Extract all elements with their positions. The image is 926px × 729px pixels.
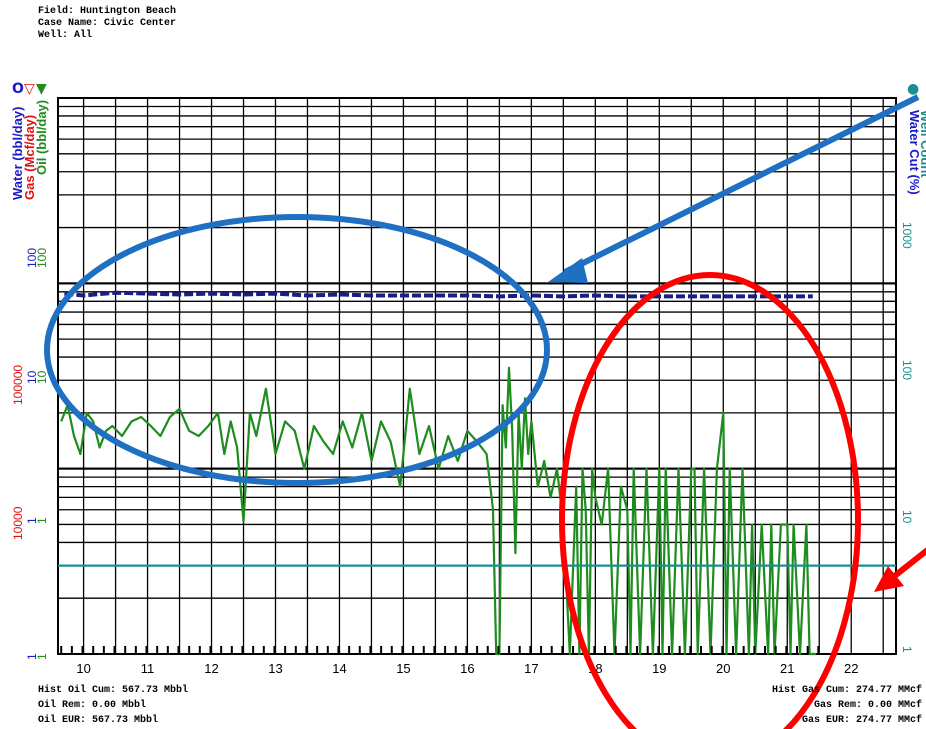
footer-gas-rem: Gas Rem: 0.00 MMcf xyxy=(813,700,922,711)
left-axis-label-oil: Oil (bbl/day) xyxy=(34,100,49,175)
red-annotation-ellipse xyxy=(559,272,861,729)
header-case-name: Case Name: Civic Center xyxy=(38,18,177,29)
horizontal-gridlines xyxy=(58,97,896,655)
footer-oil-eur: Oil EUR: 567.73 Mbbl xyxy=(38,715,159,726)
vertical-gridlines xyxy=(82,98,884,654)
x-tick-label: 12 xyxy=(204,661,218,676)
series-line-water-series xyxy=(64,290,813,299)
left-tick-blue-1: 10 xyxy=(25,370,39,384)
right-axis-label-well-count: Well Count xyxy=(918,110,926,178)
x-tick-label: 22 xyxy=(844,661,858,676)
x-tick-label: 17 xyxy=(524,661,538,676)
footer-oil-cum: Hist Oil Cum: 567.73 Mbbl xyxy=(38,685,189,696)
right-axis-label-water-cut: Water Cut (%) xyxy=(907,110,922,195)
left-tick-blue-2: 1 xyxy=(25,517,39,524)
footer-oil-rem: Oil Rem: 0.00 Mbbl xyxy=(38,700,147,711)
x-tick-labels: 10 11 12 13 14 15 16 17 18 19 20 21 22 xyxy=(76,661,858,676)
left-tick-red-1: 10000 xyxy=(11,506,25,540)
left-tick-green-2: 1 xyxy=(35,517,49,524)
left-axis-label-gas: Gas (Mcf/day) xyxy=(22,115,37,200)
x-tick-label: 10 xyxy=(76,661,90,676)
footer-gas-eur: Gas EUR: 274.77 MMcf xyxy=(801,715,922,726)
x-tick-label: 13 xyxy=(268,661,282,676)
series-layer xyxy=(58,290,896,656)
x-tick-label: 21 xyxy=(780,661,794,676)
left-tick-green-3: 1 xyxy=(35,653,49,660)
x-tick-label: 11 xyxy=(141,661,155,676)
left-tick-green-0: 100 xyxy=(35,248,49,268)
right-tick-3: 1 xyxy=(900,646,914,653)
header-field: Field: Huntington Beach xyxy=(38,6,177,17)
x-tick-label: 16 xyxy=(460,661,474,676)
left-tick-green-1: 10 xyxy=(35,370,49,384)
left-axis-label-water: Water (bbl/day) xyxy=(10,107,25,200)
left-tick-blue-3: 1 xyxy=(25,653,39,660)
red-annotation-arrow-shaft xyxy=(890,547,926,581)
x-tick-label: 15 xyxy=(396,661,410,676)
x-tick-label: 19 xyxy=(652,661,666,676)
gas-legend-icon: ▽ xyxy=(24,81,35,97)
x-tick-label: 20 xyxy=(716,661,730,676)
blue-annotation-ellipse xyxy=(44,214,550,486)
right-tick-1: 100 xyxy=(900,360,914,380)
blue-annotation-arrow-head xyxy=(548,258,588,283)
bottom-tick-marks xyxy=(60,646,820,654)
right-tick-0: 1000 xyxy=(900,222,914,249)
blue-annotation-arrow-shaft xyxy=(563,94,920,275)
footer-gas-cum: Hist Gas Cum: 274.77 MMcf xyxy=(771,685,922,696)
red-annotation-arrow-head xyxy=(874,566,904,592)
left-tick-blue-0: 100 xyxy=(25,248,39,268)
right-tick-2: 10 xyxy=(900,510,914,524)
header-well: Well: All xyxy=(38,30,93,41)
left-tick-red-0: 100000 xyxy=(11,365,25,405)
well-count-legend-icon: ● xyxy=(907,81,919,97)
water-legend-icon: O xyxy=(12,81,24,97)
x-tick-label: 14 xyxy=(332,661,346,676)
oil-legend-icon: ▼ xyxy=(36,81,47,97)
series-line-oil xyxy=(60,366,816,656)
